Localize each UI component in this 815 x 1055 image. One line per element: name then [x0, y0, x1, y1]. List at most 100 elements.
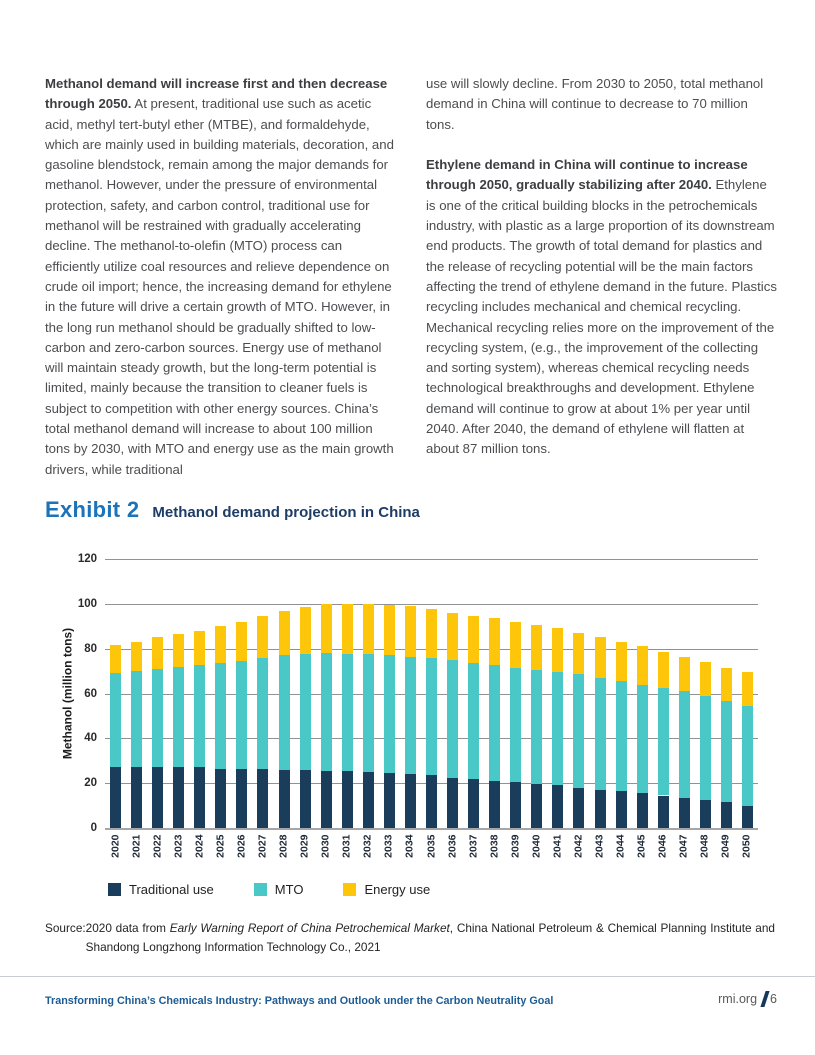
bar-segment: [110, 767, 122, 828]
text-column-right: use will slowly decline. From 2030 to 20…: [426, 74, 777, 480]
bar-segment: [510, 621, 522, 668]
bar-segment: [236, 661, 248, 769]
bar-segment: [404, 606, 416, 657]
bar-segment: [173, 634, 185, 667]
bar-segment: [173, 666, 185, 768]
bar-segment: [636, 646, 648, 685]
bar-segment: [573, 632, 585, 675]
chart-legend: Traditional use MTO Energy use: [108, 882, 470, 897]
bar-segment: [341, 654, 353, 771]
bar-segment: [215, 663, 227, 769]
bar-segment: [741, 705, 753, 806]
legend-swatch: [343, 883, 357, 896]
bar-segment: [594, 637, 606, 678]
y-tick-label: 100: [77, 597, 97, 610]
paragraph-spacer: [426, 135, 777, 155]
exhibit-label: Exhibit 2: [45, 497, 140, 522]
bar-segment: [236, 621, 248, 661]
legend-label: Energy use: [364, 882, 431, 897]
bar-segment: [447, 612, 459, 660]
chart-plot: [105, 545, 758, 830]
legend-item: Traditional use: [108, 882, 214, 897]
bar-segment: [194, 767, 206, 828]
bar-segment: [362, 771, 374, 828]
bar-segment: [468, 663, 480, 779]
y-tick-label: 80: [84, 642, 97, 655]
bar-segment: [383, 655, 395, 774]
bar-segment: [447, 777, 459, 828]
x-axis-year-label: 2042: [572, 834, 585, 858]
y-tick-label: 40: [84, 732, 97, 745]
x-axis-year-label: 2025: [214, 834, 227, 858]
bar-segment: [552, 672, 564, 786]
x-axis-year-label: 2034: [403, 834, 416, 858]
bar-segment: [341, 770, 353, 828]
bar-segment: [531, 625, 543, 670]
bar-segment: [152, 767, 164, 828]
methanol-demand-chart: Methanol (million tons) Traditional use M…: [60, 545, 776, 907]
bar-segment: [657, 652, 669, 688]
x-axis-year-label: 2045: [635, 834, 648, 858]
bar-segment: [320, 770, 332, 828]
x-axis-year-label: 2020: [109, 834, 122, 858]
bar-segment: [615, 641, 627, 682]
bar-segment: [194, 665, 206, 768]
legend-swatch: [253, 883, 267, 896]
bar-segment: [678, 797, 690, 828]
x-axis-year-label: 2043: [593, 834, 606, 858]
bar-segment: [341, 603, 353, 655]
x-axis-year-label: 2036: [446, 834, 459, 858]
bar-segment: [699, 662, 711, 696]
x-axis-year-label: 2024: [193, 834, 206, 858]
x-axis-year-label: 2050: [740, 834, 753, 858]
bar-segment: [699, 799, 711, 828]
x-axis-year-label: 2047: [677, 834, 690, 858]
x-axis-year-label: 2026: [235, 834, 248, 858]
footer-page-info: rmi.org 6: [718, 991, 777, 1007]
bar-segment: [636, 684, 648, 794]
bar-segment: [531, 784, 543, 828]
bar-segment: [447, 659, 459, 778]
methanol-lead-sentence: Methanol demand will increase first and …: [45, 76, 388, 112]
y-tick-label: 120: [77, 553, 97, 565]
footer-page-number: 6: [770, 992, 777, 1006]
bar-segment: [173, 767, 185, 828]
x-axis-year-label: 2048: [698, 834, 711, 858]
x-axis-year-label: 2030: [319, 834, 332, 858]
legend-item: Energy use: [343, 882, 430, 897]
bar-segment: [278, 769, 290, 828]
x-axis-year-label: 2038: [488, 834, 501, 858]
bar-segment: [278, 610, 290, 656]
bar-segment: [573, 674, 585, 788]
x-axis-year-label: 2028: [277, 834, 290, 858]
source-prefix: 2020 data from: [85, 921, 170, 935]
source-label: Source:: [45, 921, 86, 935]
bar-segment: [594, 677, 606, 790]
x-axis-year-label: 2021: [130, 834, 143, 858]
bar-segment: [299, 607, 311, 655]
x-axis-year-label: 2023: [172, 834, 185, 858]
bar-segment: [278, 655, 290, 770]
bar-segment: [152, 637, 164, 669]
bar-segment: [320, 653, 332, 771]
x-axis-year-label: 2031: [340, 834, 353, 858]
bar-segment: [615, 791, 627, 828]
ethylene-paragraph: Ethylene is one of the critical building…: [426, 177, 777, 457]
bar-segment: [257, 657, 269, 769]
bar-segment: [299, 654, 311, 770]
x-axis-year-label: 2041: [551, 834, 564, 858]
bar-segment: [257, 768, 269, 828]
legend-label: MTO: [274, 882, 304, 897]
bar-segment: [362, 654, 374, 772]
bar-segment: [299, 769, 311, 828]
bar-segment: [110, 673, 122, 768]
body-text-columns: Methanol demand will increase first and …: [45, 74, 777, 480]
bar-segment: [510, 782, 522, 828]
gridline-100: [105, 603, 758, 605]
bar-segment: [510, 667, 522, 783]
x-axis-year-label: 2033: [382, 834, 395, 858]
legend-label: Traditional use: [129, 882, 214, 897]
x-axis-year-label: 2027: [256, 834, 269, 858]
bar-segment: [489, 618, 501, 666]
